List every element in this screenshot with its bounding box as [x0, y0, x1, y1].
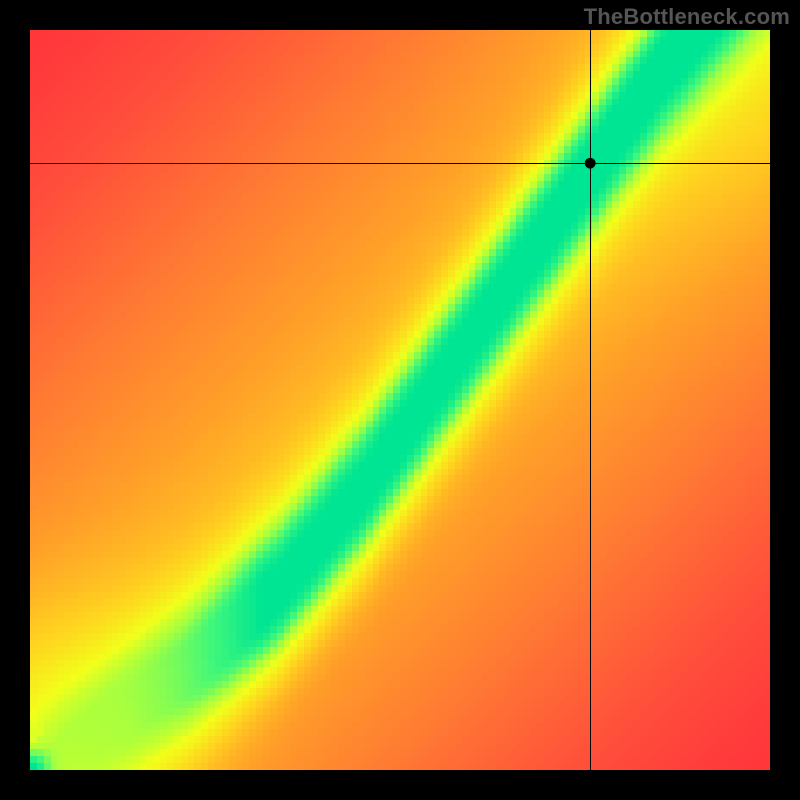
heatmap-canvas: [30, 30, 770, 770]
watermark-text: TheBottleneck.com: [584, 4, 790, 30]
chart-container: TheBottleneck.com: [0, 0, 800, 800]
